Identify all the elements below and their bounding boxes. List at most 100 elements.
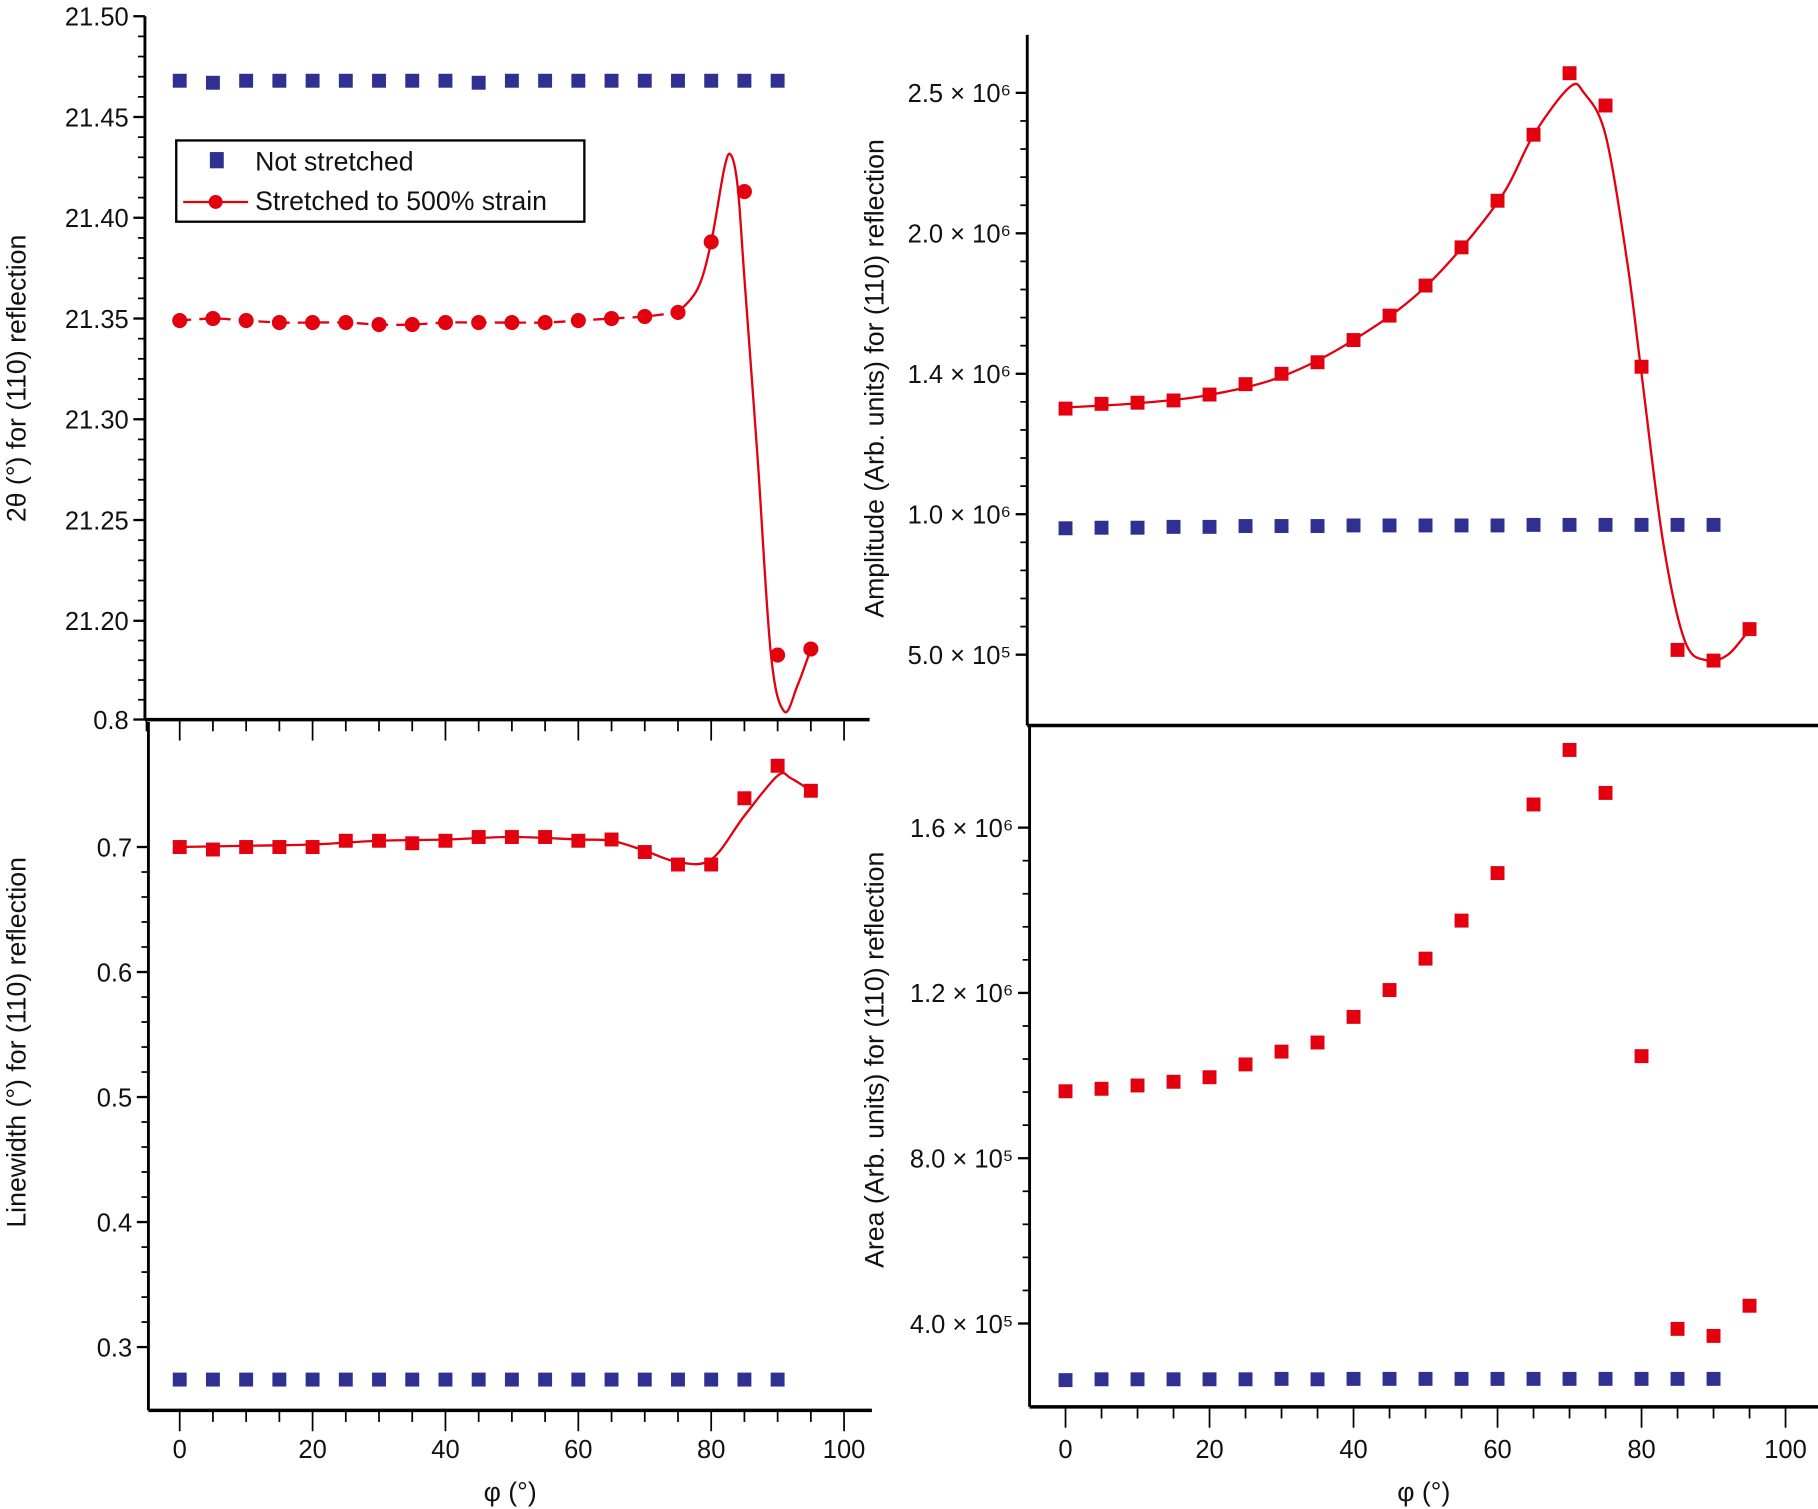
p1-point-not-stretched — [471, 75, 486, 90]
p1-point-stretched — [205, 310, 221, 327]
p4-point-stretched — [1598, 785, 1613, 800]
p1-y-tick-label: 0.8 — [93, 707, 128, 735]
p3-point-stretched — [205, 842, 220, 857]
p1-fit-curve — [677, 152, 812, 714]
p4-point-stretched — [1742, 1298, 1757, 1313]
p1-point-not-stretched — [172, 73, 187, 88]
p3-point-not-stretched — [239, 1372, 254, 1387]
p4-point-stretched — [1562, 742, 1577, 757]
p3-x-tick-label: 80 — [697, 1436, 725, 1464]
p1-y-axis-label: 2θ (°) for (110) reflection — [2, 235, 32, 523]
p4-point-not-stretched — [1706, 1371, 1721, 1386]
p4-point-stretched — [1490, 866, 1505, 881]
p4-point-stretched — [1346, 1009, 1361, 1024]
p2-point-not-stretched — [1382, 518, 1397, 533]
p1-point-stretched — [570, 312, 586, 329]
p1-point-stretched — [537, 315, 553, 331]
p1-y-tick-label: 21.45 — [65, 104, 129, 132]
p1-y-tick-label: 21.30 — [65, 407, 129, 435]
p3-point-not-stretched — [637, 1372, 652, 1387]
p2-point-not-stretched — [1346, 518, 1361, 533]
p2-point-not-stretched — [1418, 518, 1433, 533]
p2-point-not-stretched — [1526, 517, 1541, 532]
p4-point-not-stretched — [1202, 1372, 1217, 1387]
p2-point-stretched — [1238, 377, 1253, 392]
p3-point-stretched — [704, 857, 719, 872]
p3-point-not-stretched — [405, 1372, 420, 1387]
p2-point-not-stretched — [1598, 517, 1613, 532]
p3-point-stretched — [372, 833, 386, 848]
p2-point-stretched — [1058, 401, 1073, 416]
p4-point-stretched — [1634, 1049, 1649, 1064]
p2-point-not-stretched — [1238, 519, 1253, 533]
p2-point-stretched — [1274, 366, 1289, 381]
p2-point-stretched — [1166, 393, 1181, 408]
p4-point-not-stretched — [1274, 1371, 1289, 1386]
p3-y-tick-label: 0.7 — [97, 834, 132, 862]
p4-point-not-stretched — [1634, 1371, 1649, 1386]
p2-point-stretched — [1130, 395, 1145, 410]
p2-y-tick-label: 2.5 × 10⁶ — [908, 80, 1011, 108]
p3-x-tick-label: 100 — [823, 1436, 866, 1464]
p2-y-tick-label: 1.4 × 10⁶ — [908, 361, 1011, 389]
p4-y-tick-label: 8.0 × 10⁵ — [910, 1145, 1013, 1173]
p4-x-tick-label: 0 — [1058, 1436, 1072, 1464]
p4-point-not-stretched — [1670, 1371, 1685, 1386]
p4-y-tick-label: 4.0 × 10⁵ — [910, 1311, 1013, 1339]
p3-y-tick-label: 0.4 — [97, 1209, 132, 1237]
p3-point-stretched — [471, 830, 486, 844]
p2-point-not-stretched — [1490, 518, 1505, 533]
p1-y-tick-label: 21.35 — [65, 306, 129, 334]
p4-point-stretched — [1310, 1035, 1325, 1050]
p4-x-tick-label: 80 — [1627, 1436, 1655, 1464]
p4-point-stretched — [1274, 1044, 1289, 1059]
p4-point-stretched — [1382, 983, 1397, 997]
p2-point-stretched — [1634, 359, 1649, 374]
p3-point-stretched — [803, 783, 818, 798]
p3-point-not-stretched — [272, 1372, 287, 1387]
p4-point-stretched — [1130, 1078, 1145, 1093]
legend-box — [175, 139, 586, 223]
p1-point-not-stretched — [272, 73, 287, 88]
p2-point-not-stretched — [1562, 517, 1577, 532]
p1-point-not-stretched — [405, 73, 420, 88]
p4-point-not-stretched — [1526, 1371, 1541, 1386]
p1-point-not-stretched — [737, 73, 752, 88]
p3-point-not-stretched — [538, 1372, 553, 1387]
p2-point-not-stretched — [1058, 521, 1073, 536]
p1-point-not-stretched — [704, 73, 719, 88]
p3-point-not-stretched — [205, 1372, 220, 1387]
p2-point-stretched — [1490, 193, 1505, 208]
p3-point-stretched — [272, 840, 287, 854]
p4-x-tick-label: 60 — [1483, 1436, 1511, 1464]
legend: Not stretched Stretched to 500% strain — [175, 139, 586, 223]
p4-y-axis-label: Area (Arb. units) for (110) reflection — [860, 852, 890, 1268]
p1-point-stretched — [404, 317, 420, 333]
p4-point-not-stretched — [1310, 1372, 1325, 1387]
p4-point-not-stretched — [1058, 1373, 1073, 1388]
p3-point-stretched — [438, 833, 453, 848]
p4-point-not-stretched — [1562, 1371, 1577, 1386]
p4-point-stretched — [1418, 951, 1433, 966]
p1-point-not-stretched — [571, 73, 586, 88]
p3-y-tick-label: 0.5 — [97, 1084, 132, 1112]
p4-point-not-stretched — [1382, 1371, 1397, 1386]
p4-point-not-stretched — [1166, 1372, 1181, 1387]
p3-point-stretched — [504, 830, 519, 844]
p1-point-stretched — [703, 234, 719, 250]
p2-point-stretched — [1418, 278, 1433, 293]
p2-y-tick-label: 5.0 × 10⁵ — [908, 642, 1011, 670]
p1-point-stretched — [271, 315, 287, 331]
p2-point-not-stretched — [1454, 518, 1469, 533]
p1-fit-curve-dashed — [179, 311, 679, 326]
p1-point-not-stretched — [637, 73, 652, 88]
p2-point-stretched — [1094, 396, 1109, 411]
p1-point-stretched — [238, 312, 254, 329]
p1-point-not-stretched — [770, 73, 785, 88]
p3-point-not-stretched — [770, 1372, 785, 1387]
p4-point-stretched — [1058, 1084, 1073, 1099]
p3-fit-curve — [179, 771, 812, 866]
p2-point-not-stretched — [1274, 519, 1289, 533]
p3-point-not-stretched — [305, 1372, 320, 1387]
